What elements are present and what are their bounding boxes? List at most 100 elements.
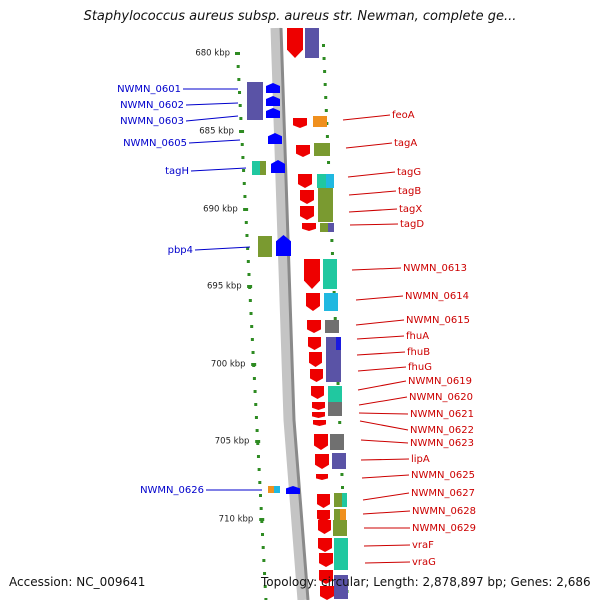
category-block [268, 486, 274, 493]
right-leader-line [345, 142, 393, 149]
ruler-dots-left [236, 52, 268, 600]
left-gene-label: NWMN_0626 [140, 485, 204, 496]
left-gene-label: NWMN_0602 [120, 100, 184, 111]
reverse-gene-arrow [319, 570, 333, 584]
category-block [328, 223, 334, 232]
ruler-dot [323, 83, 327, 86]
forward-gene-arrow [266, 96, 280, 106]
right-gene-label: fhuG [408, 362, 432, 373]
accession-text: Accession: NC_009641 [9, 575, 146, 589]
ruler-dot [330, 239, 334, 242]
category-block [258, 236, 272, 257]
ruler-dot [338, 421, 342, 424]
ruler-dot [239, 117, 243, 120]
right-leader-line [357, 380, 407, 391]
right-gene-label: lipA [411, 454, 430, 465]
ruler-tick-label: 690 kbp [203, 205, 238, 215]
category-block [342, 493, 347, 507]
category-block [334, 575, 348, 599]
category-block [314, 143, 330, 156]
right-gene-label: NWMN_0621 [410, 409, 474, 420]
ruler-tick [243, 208, 249, 211]
right-leader-line [360, 458, 410, 461]
ruler-tick-label: 710 kbp [219, 515, 254, 525]
right-leader-line [356, 335, 405, 340]
ruler-dot [263, 585, 267, 588]
forward-gene-arrow [286, 486, 300, 494]
reverse-gene-arrow [312, 412, 325, 418]
category-block [330, 434, 344, 450]
ruler-dot [340, 473, 344, 476]
reverse-gene-arrow [296, 145, 310, 157]
reverse-gene-arrow [300, 190, 314, 204]
reverse-gene-arrow [313, 420, 326, 426]
category-block [247, 82, 263, 120]
category-block [340, 509, 346, 521]
reverse-gene-arrow [287, 28, 303, 58]
reverse-gene-arrow [314, 434, 328, 450]
reverse-gene-arrow [318, 520, 331, 534]
ruler-tick [235, 52, 240, 55]
reverse-gene-arrow [302, 223, 316, 231]
ruler-dot [258, 481, 262, 484]
reverse-gene-arrow [293, 118, 307, 128]
ruler-dot [254, 416, 258, 419]
right-gene-label: tagB [398, 186, 421, 197]
category-block [328, 402, 342, 416]
ruler-dot [261, 546, 265, 549]
ruler-dot [252, 377, 256, 380]
ruler-dot [324, 96, 328, 99]
ruler-dot [323, 70, 327, 73]
ruler-dot [246, 260, 250, 263]
reverse-gene-arrow [300, 206, 314, 220]
right-gene-label: fhuB [407, 347, 430, 358]
ruler-dot [241, 156, 245, 159]
right-gene-label: tagX [399, 204, 422, 215]
ruler-tick-label: 705 kbp [215, 437, 250, 447]
ruler-dot [240, 143, 244, 146]
right-leader-line [347, 171, 396, 178]
ruler-dot [246, 247, 250, 250]
right-leader-line [357, 366, 407, 372]
right-gene-label: tagG [397, 167, 421, 178]
ruler-dot [249, 312, 253, 315]
ruler-dot [250, 325, 254, 328]
left-gene-label: pbp4 [168, 245, 193, 256]
map-title: Staphylococcus aureus subsp. aureus str.… [83, 9, 517, 24]
category-block [334, 493, 342, 507]
category-block [326, 337, 336, 350]
category-block [324, 293, 338, 311]
ruler-dot [250, 338, 254, 341]
ruler-dot [258, 494, 262, 497]
category-block [320, 223, 328, 232]
right-gene-label: fhuA [406, 331, 429, 342]
right-gene-label: vraF [412, 540, 434, 551]
left-leader-line [194, 246, 251, 251]
category-block [333, 520, 347, 536]
ruler-tick [239, 130, 245, 133]
ruler-dot [256, 455, 260, 458]
forward-gene-arrow [266, 83, 280, 93]
right-leader-line [364, 561, 411, 564]
ruler-dot [263, 572, 267, 575]
ruler-tick [255, 440, 261, 443]
right-gene-label: NWMN_0614 [405, 291, 469, 302]
right-gene-label: tagD [400, 219, 424, 230]
reverse-gene-arrow [304, 259, 320, 289]
ruler-dot [236, 65, 240, 68]
category-block [252, 161, 260, 175]
category-block [313, 116, 327, 127]
category-block [332, 453, 346, 469]
ruler-dot [341, 486, 345, 489]
left-leader-line [190, 167, 247, 172]
ruler-dot [242, 182, 246, 185]
right-leader-line [351, 267, 402, 271]
ruler-dot [245, 234, 249, 237]
category-block [328, 386, 342, 402]
right-leader-line [362, 492, 410, 501]
reverse-gene-arrow [312, 402, 325, 410]
left-leader-line [188, 139, 241, 144]
reverse-gene-arrow [306, 293, 320, 311]
ruler-tick-label: 685 kbp [199, 127, 234, 137]
